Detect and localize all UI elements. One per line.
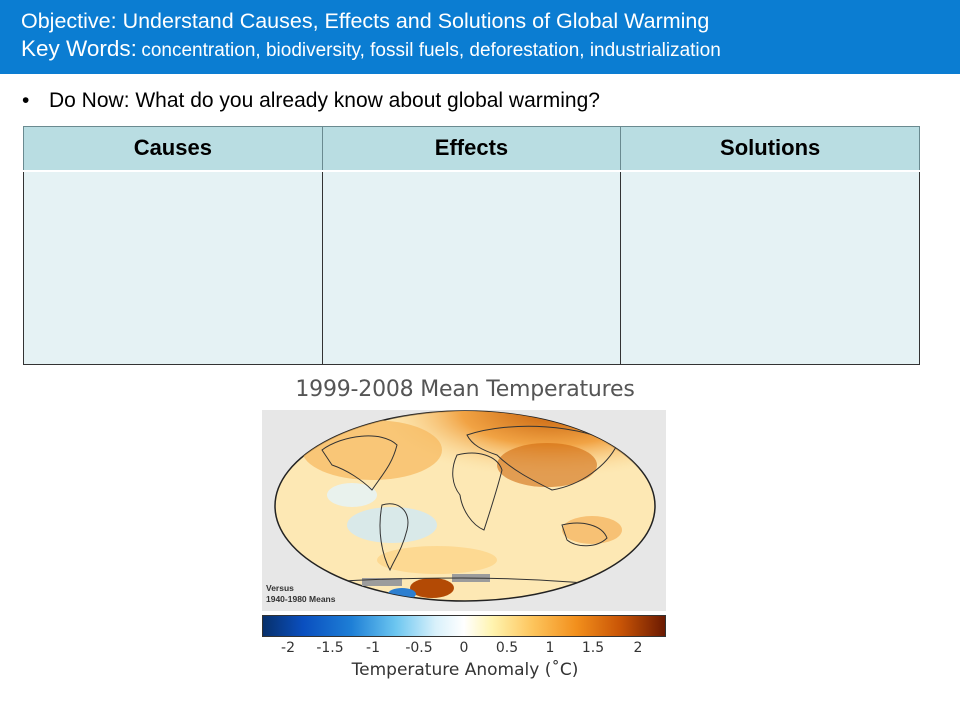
scale-tick: 1 xyxy=(545,640,555,656)
header-effects: Effects xyxy=(321,126,622,172)
scale-tick: 0 xyxy=(459,640,469,656)
scale-tick: -2 xyxy=(281,640,295,656)
key-words-label: Key Words: xyxy=(21,36,137,61)
versus-caption: Versus 1940-1980 Means xyxy=(266,583,335,605)
key-words-list: concentration, biodiversity, fossil fuel… xyxy=(141,40,721,61)
do-now-text: Do Now: What do you already know about g… xyxy=(49,89,600,112)
scale-tick: -1 xyxy=(366,640,380,656)
causes-effects-solutions-table: Causes Effects Solutions xyxy=(23,126,920,365)
cell-solutions[interactable] xyxy=(620,170,920,365)
scale-tick: 2 xyxy=(633,640,643,656)
temperature-map-figure: 1999-2008 Mean Temperatures xyxy=(262,377,668,683)
do-now-bullet: • Do Now: What do you already know about … xyxy=(22,87,600,115)
versus-line-2: 1940-1980 Means xyxy=(266,594,336,604)
world-map-graphic xyxy=(274,410,656,602)
scale-tick: -0.5 xyxy=(405,640,433,656)
scale-tick: 0.5 xyxy=(495,640,519,656)
title-banner: Objective: Understand Causes, Effects an… xyxy=(0,0,960,74)
world-map-image: Versus 1940-1980 Means xyxy=(262,410,666,611)
figure-title: 1999-2008 Mean Temperatures xyxy=(295,377,635,402)
header-solutions: Solutions xyxy=(620,126,920,172)
key-words-line: Key Words: concentration, biodiversity, … xyxy=(21,35,960,66)
scale-tick: 1.5 xyxy=(581,640,605,656)
color-scale-bar xyxy=(262,615,666,637)
header-causes: Causes xyxy=(23,126,323,172)
bullet-icon: • xyxy=(22,89,30,112)
scale-label: Temperature Anomaly (˚C) xyxy=(351,660,579,680)
versus-line-1: Versus xyxy=(266,583,294,593)
cell-effects[interactable] xyxy=(321,170,622,365)
cell-causes[interactable] xyxy=(23,170,323,365)
objective-text: Objective: Understand Causes, Effects an… xyxy=(21,9,710,33)
scale-tick: -1.5 xyxy=(316,640,344,656)
